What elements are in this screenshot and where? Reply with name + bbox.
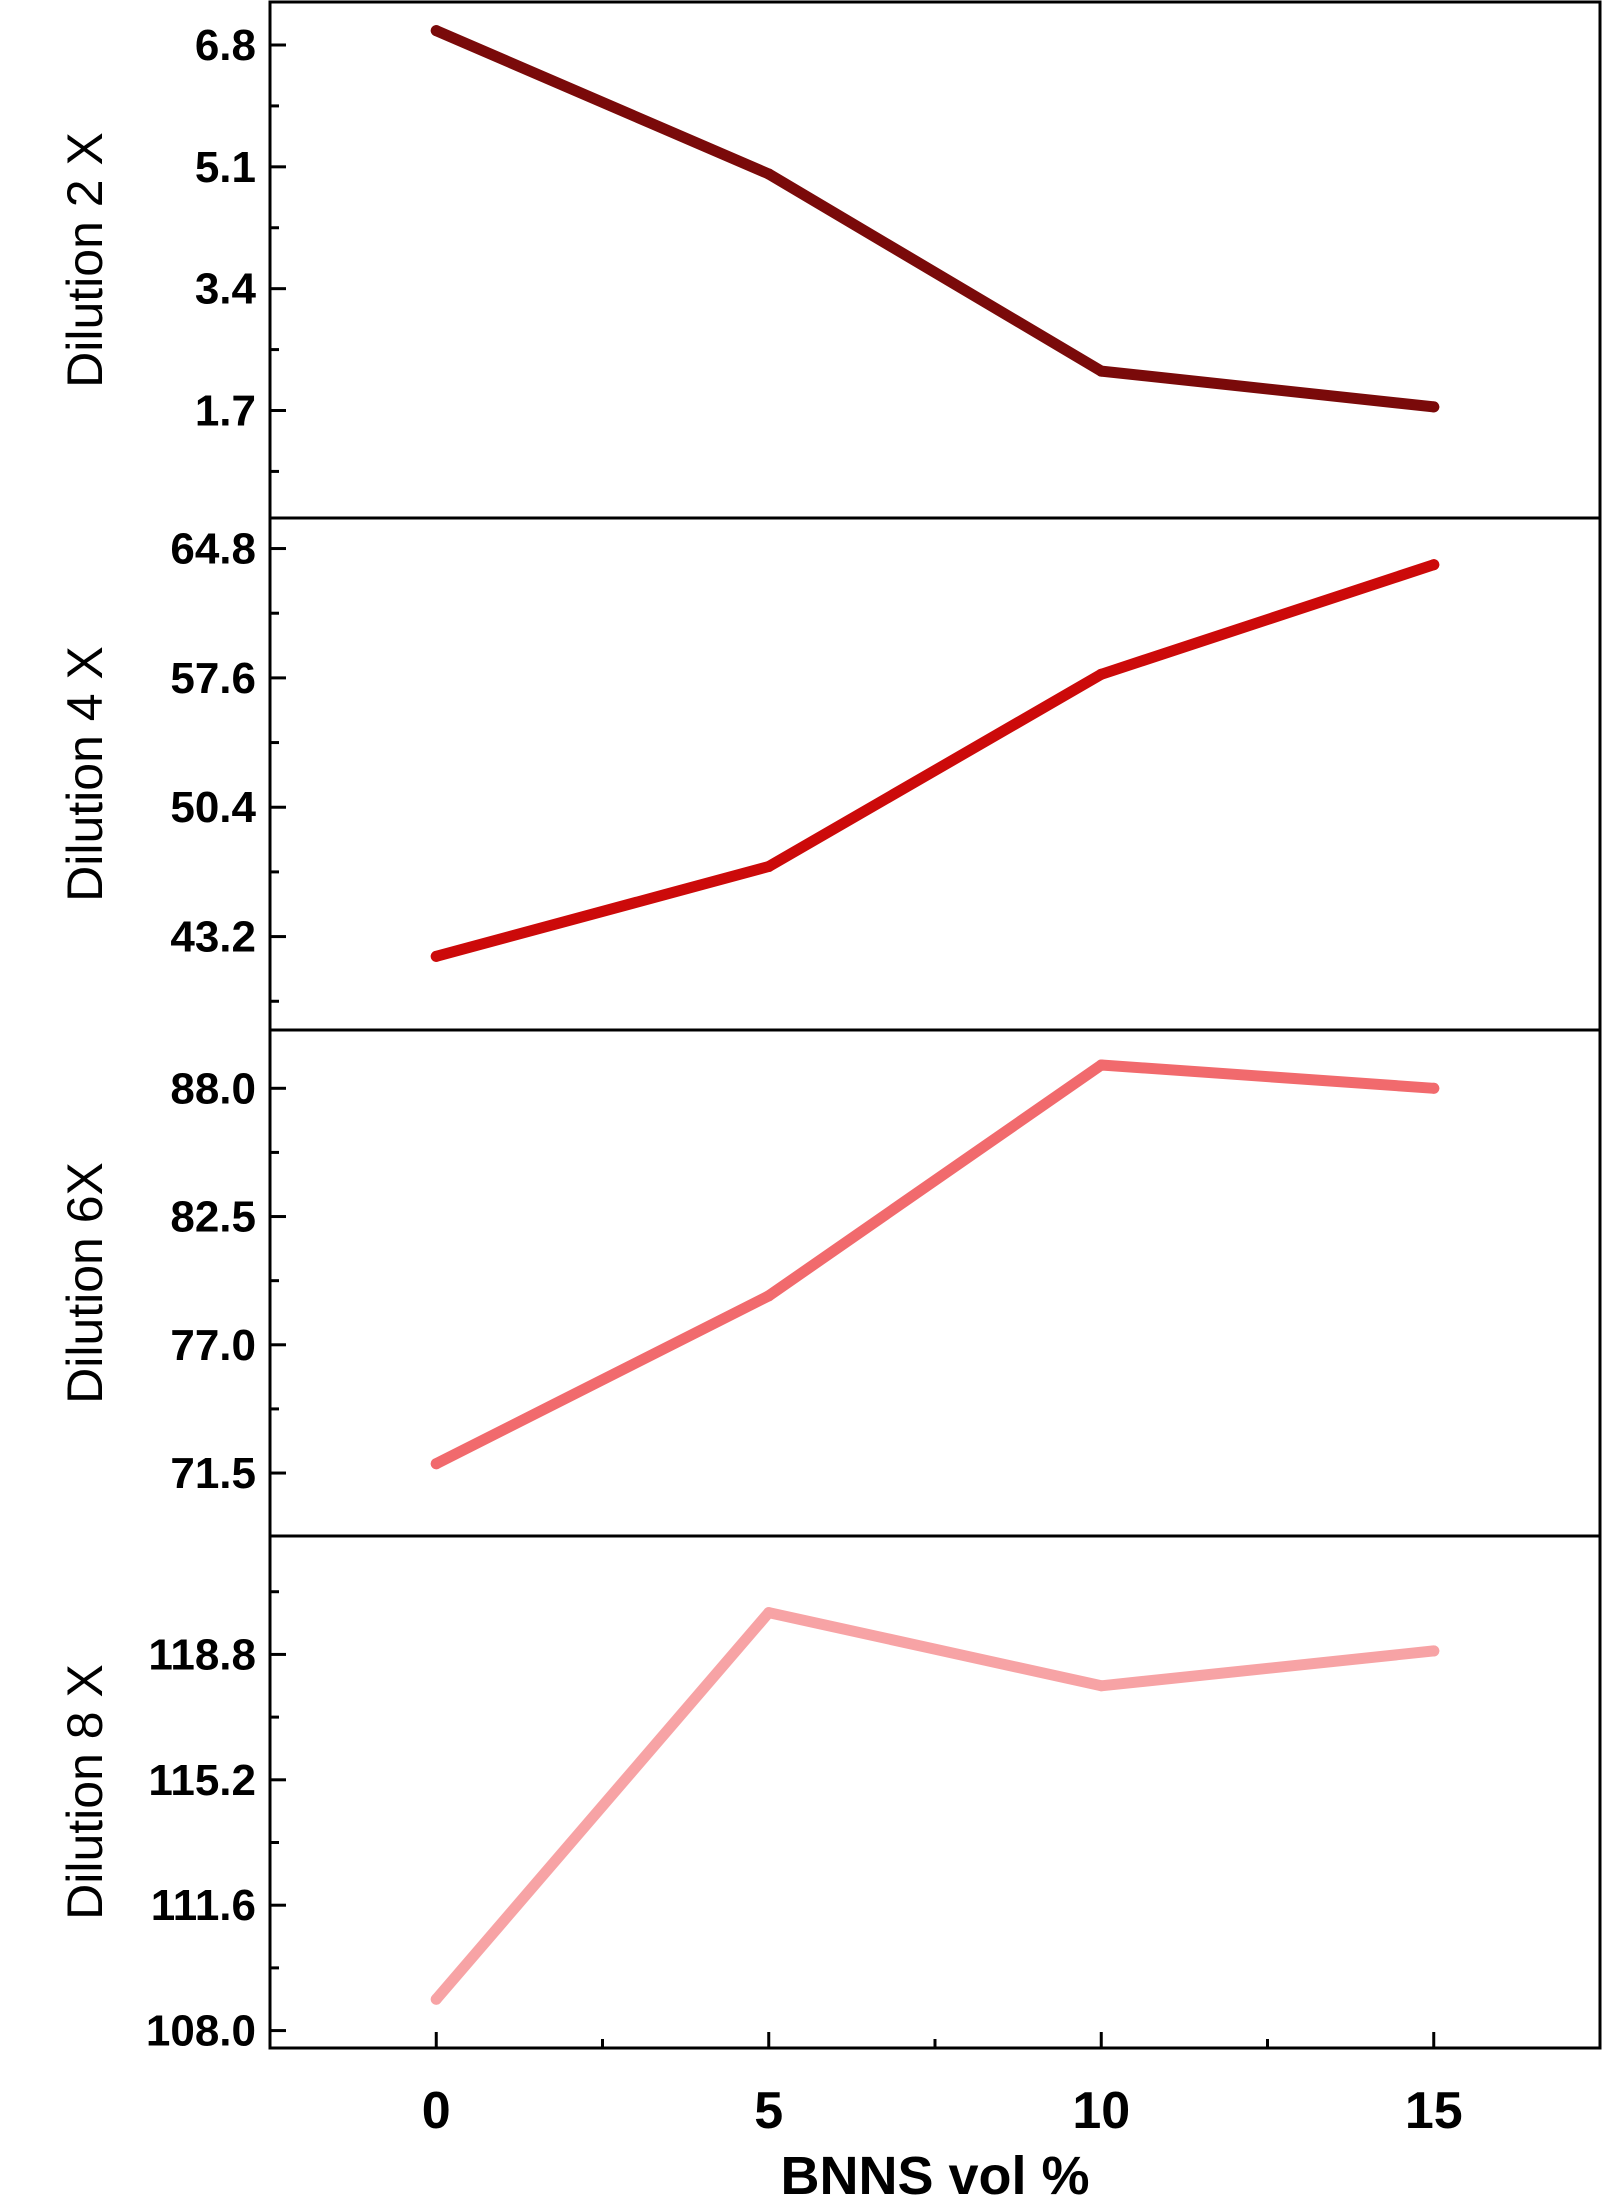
panels-layer: 1.7 3.4 5.1 6.8 Dilution 2 X 43.2 50.4 57.6 64.8…	[57, 0, 1602, 2056]
y-tick-label: 88.0	[170, 1064, 256, 1113]
data-point	[763, 1290, 775, 1302]
y-tick-label: 111.6	[151, 1881, 256, 1930]
data-point	[1095, 668, 1107, 680]
panel-4: 108.0 111.6 115.2 118.8 Dilution 8 X	[57, 1534, 1602, 2056]
series-line	[430, 1607, 1440, 2005]
y-tick-label: 57.6	[170, 654, 256, 703]
x-axis-title: BNNS vol %	[780, 2146, 1089, 2206]
y-tick-label: 82.5	[170, 1193, 256, 1242]
data-point	[430, 1458, 442, 1470]
x-tick-label: 15	[1405, 2082, 1463, 2140]
data-point	[1428, 559, 1440, 571]
data-point	[763, 861, 775, 873]
series-line	[430, 559, 1440, 962]
panel-2: 43.2 50.4 57.6 64.8 Dilution 4 X	[57, 516, 1602, 1032]
series-line	[430, 1059, 1440, 1470]
y-tick-label: 71.5	[170, 1449, 256, 1498]
y-tick-label: 118.8	[148, 1630, 256, 1679]
y-tick-label: 115.2	[148, 1756, 256, 1805]
data-point	[1095, 365, 1107, 377]
panel-frame	[268, 0, 1602, 520]
panel-3: 71.5 77.0 82.5 88.0 Dilution 6X	[57, 1028, 1602, 1538]
data-point	[1428, 401, 1440, 413]
y-axis-title: Dilution 2 X	[57, 132, 113, 388]
panel-frame	[268, 1028, 1602, 1538]
x-axis: 0 5 10 15 BNNS vol %	[422, 2032, 1463, 2206]
y-axis-title: Dilution 6X	[57, 1162, 113, 1404]
x-tick-label: 10	[1072, 2082, 1130, 2140]
data-point	[1095, 1059, 1107, 1071]
x-tick-label: 5	[754, 2082, 783, 2140]
y-tick-label: 1.7	[195, 387, 256, 436]
panel-frame	[268, 1534, 1602, 2050]
data-point	[430, 950, 442, 962]
y-tick-label: 108.0	[146, 2007, 256, 2056]
y-tick-label: 5.1	[195, 143, 256, 192]
series-line	[430, 25, 1440, 413]
data-point	[430, 25, 442, 37]
panel-1: 1.7 3.4 5.1 6.8 Dilution 2 X	[57, 0, 1602, 520]
data-point	[1095, 1680, 1107, 1692]
y-tick-label: 50.4	[170, 783, 256, 832]
y-tick-label: 43.2	[170, 913, 256, 962]
y-tick-label: 64.8	[170, 525, 256, 574]
y-tick-label: 3.4	[195, 265, 257, 314]
y-axis-title: Dilution 4 X	[57, 646, 113, 902]
data-point	[763, 1607, 775, 1619]
y-tick-label: 77.0	[170, 1321, 256, 1370]
data-point	[763, 168, 775, 180]
x-tick-label: 0	[422, 2082, 451, 2140]
data-point	[430, 1993, 442, 2005]
data-point	[1428, 1082, 1440, 1094]
data-point	[1428, 1645, 1440, 1657]
y-tick-label: 6.8	[195, 21, 256, 70]
y-axis-title: Dilution 8 X	[57, 1664, 113, 1920]
